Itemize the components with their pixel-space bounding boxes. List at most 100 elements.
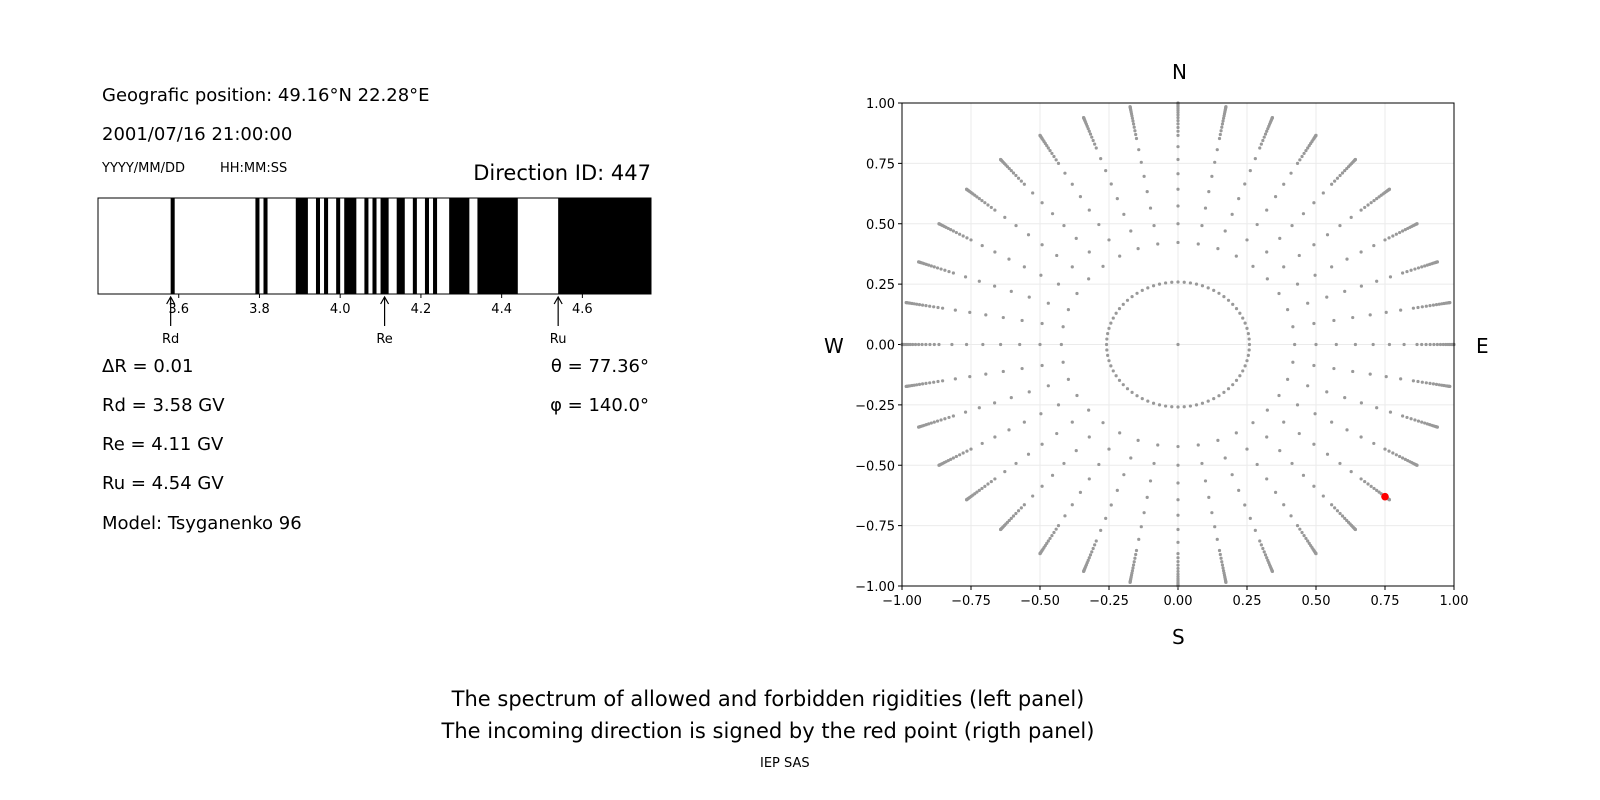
grid-point xyxy=(1290,223,1294,228)
grid-point xyxy=(1136,246,1140,251)
rd-value: Rd = 3.58 GV xyxy=(102,395,225,416)
grid-point xyxy=(1241,369,1245,373)
grid-point xyxy=(964,187,969,191)
grid-point xyxy=(1416,379,1420,384)
grid-point xyxy=(1304,148,1308,153)
grid-point xyxy=(1046,146,1050,150)
grid-point xyxy=(1246,332,1250,336)
annotation-label: Rd xyxy=(162,332,179,347)
grid-point xyxy=(1340,514,1345,518)
grid-point xyxy=(937,463,941,467)
grid-point xyxy=(1289,514,1293,518)
grid-point xyxy=(1215,148,1219,152)
grid-point xyxy=(1052,530,1056,535)
grid-point xyxy=(1332,318,1336,323)
grid-point xyxy=(1176,563,1180,567)
grid-point xyxy=(1220,122,1225,126)
grid-point xyxy=(917,382,922,386)
grid-point xyxy=(1188,404,1193,408)
grid-point xyxy=(1114,374,1118,378)
grid-point xyxy=(1375,279,1379,283)
grid-point xyxy=(1343,169,1347,173)
grid-point xyxy=(1428,381,1432,385)
grid-point xyxy=(939,418,943,422)
grid-point xyxy=(1409,268,1413,272)
grid-point xyxy=(1313,412,1317,416)
grid-point xyxy=(993,284,997,288)
grid-point xyxy=(1291,360,1295,364)
grid-point xyxy=(1424,381,1428,385)
grid-point xyxy=(1200,284,1205,288)
grid-point xyxy=(928,304,932,308)
grid-point xyxy=(1046,301,1050,305)
grid-point xyxy=(1054,158,1058,162)
grid-point xyxy=(951,414,955,418)
grid-point xyxy=(1394,232,1398,236)
grid-point xyxy=(1353,342,1358,347)
grid-point xyxy=(1259,543,1263,547)
grid-point xyxy=(937,222,941,226)
grid-point xyxy=(977,488,981,492)
model: Model: Tsyganenko 96 xyxy=(102,513,302,534)
grid-point xyxy=(1334,342,1338,347)
grid-point xyxy=(1176,513,1180,517)
grid-point xyxy=(1253,528,1257,532)
grid-point xyxy=(1022,182,1026,186)
x-tick-label: 0.00 xyxy=(1164,594,1193,609)
grid-point xyxy=(1398,454,1402,459)
grid-point xyxy=(1359,477,1363,481)
grid-point xyxy=(961,234,965,238)
grid-point xyxy=(1104,516,1108,520)
grid-point xyxy=(1415,342,1419,347)
grid-point xyxy=(1090,135,1094,139)
forbidden-band xyxy=(412,198,417,294)
grid-point xyxy=(1130,569,1135,573)
grid-point xyxy=(1062,461,1066,466)
grid-point xyxy=(924,304,928,308)
grid-point xyxy=(1027,295,1031,299)
geo-position: Geografic position: 49.16°N 22.28°E xyxy=(102,85,430,106)
grid-point xyxy=(1020,318,1024,323)
grid-point xyxy=(1258,146,1262,150)
grid-point xyxy=(1031,191,1035,195)
delta-r: ΔR = 0.01 xyxy=(102,356,194,377)
grid-point xyxy=(1106,353,1110,357)
grid-point xyxy=(1245,359,1249,363)
x-tick-label: 4.4 xyxy=(491,302,512,317)
y-tick-label: −0.50 xyxy=(855,459,895,474)
grid-point xyxy=(1070,182,1074,186)
grid-point xyxy=(1226,387,1231,391)
grid-point xyxy=(977,279,981,283)
grid-point xyxy=(1338,461,1342,466)
grid-point xyxy=(1078,490,1083,494)
grid-point xyxy=(1277,393,1281,398)
grid-point xyxy=(1151,401,1156,405)
grid-point xyxy=(1206,286,1210,290)
y-tick-label: −0.25 xyxy=(855,399,895,414)
grid-point xyxy=(1297,431,1301,436)
grid-point xyxy=(1176,172,1180,176)
grid-point xyxy=(1176,280,1180,284)
grid-point xyxy=(1163,404,1168,408)
y-tick-label: 0.25 xyxy=(866,278,895,293)
grid-point xyxy=(1270,569,1274,574)
grid-point xyxy=(1441,342,1445,347)
grid-point xyxy=(1314,133,1318,137)
grid-point xyxy=(1128,105,1132,109)
grid-point xyxy=(1221,569,1226,573)
grid-point xyxy=(1224,105,1228,109)
grid-point xyxy=(1220,560,1224,564)
grid-point xyxy=(1434,303,1439,307)
grid-point xyxy=(932,265,936,269)
grid-point xyxy=(1258,539,1262,543)
grid-point xyxy=(1125,298,1130,302)
grid-point xyxy=(1313,273,1317,277)
grid-point xyxy=(1420,380,1424,384)
grid-point xyxy=(1134,552,1138,557)
grid-point xyxy=(981,342,985,347)
grid-point xyxy=(1325,295,1329,299)
grid-point xyxy=(1140,288,1144,292)
grid-point xyxy=(1111,369,1115,373)
grid-point xyxy=(1330,182,1334,186)
grid-point xyxy=(977,406,981,410)
